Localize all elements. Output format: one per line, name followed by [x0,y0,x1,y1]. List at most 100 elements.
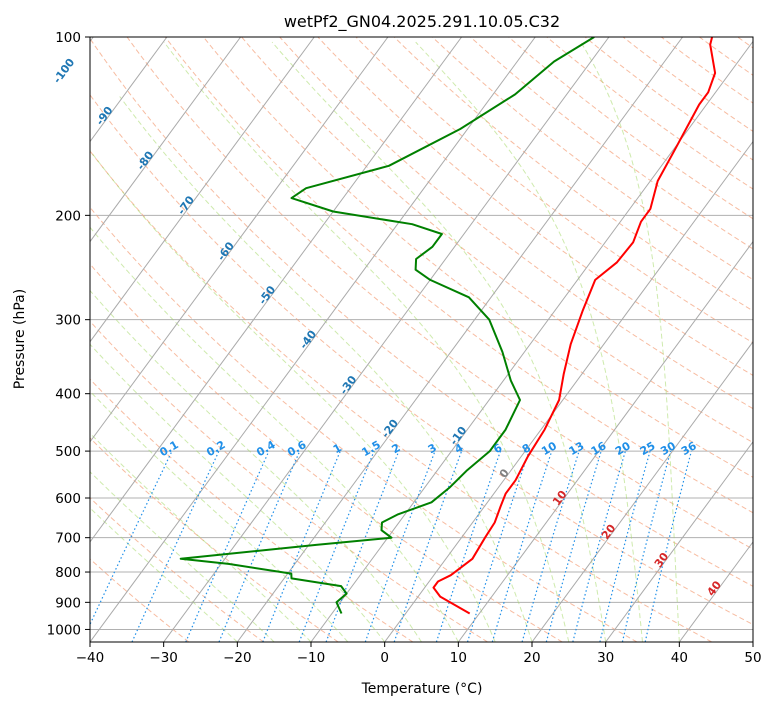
x-tick-label: 10 [450,650,467,666]
y-tick-label: 400 [55,387,81,403]
isotherm-line [457,240,753,642]
dry-adiabat-line [241,37,753,444]
isotherm-line [678,541,753,642]
dry-adiabat-line [737,37,753,49]
isotherm-line [384,140,753,642]
y-tick-label: 100 [55,30,81,46]
plot-background-lines [90,37,753,642]
mixing-ratio-line [466,450,530,642]
mixing-ratio-line [545,450,602,642]
x-tick-label: 20 [523,650,540,666]
moist-adiabat-line [119,96,533,642]
mixing-ratio-label: 4 [452,441,465,456]
moist-adiabat-line [415,41,643,642]
isotherm-line [90,37,389,443]
dry-adiabat-line [317,37,753,376]
moist-adiabat-line [90,471,275,642]
dry-adiabat-line [90,497,264,642]
mixing-ratio-label: 6 [491,441,504,456]
moist-adiabat-line [90,432,312,642]
plot-series [179,37,717,615]
dry-adiabat-line [90,150,712,642]
dry-adiabat-line [90,263,563,642]
isotherm-line [90,37,463,543]
mixing-ratio-label: 30 [658,439,678,458]
dry-adiabat-line [622,37,753,132]
x-tick-label: 0 [380,650,389,666]
mixing-ratio-line [435,450,502,642]
temperature-profile-line [432,37,717,615]
mixing-ratio-label: 0.6 [285,438,309,459]
dry-adiabat-line [660,37,753,104]
isotherm-line [90,37,168,143]
mixing-ratio-label: 20 [613,439,633,458]
mixing-ratio-line [621,450,672,642]
mixing-ratio-line [218,450,301,642]
moist-adiabat-line [90,343,386,642]
dry-adiabat-line [90,320,488,642]
x-tick-label: −30 [149,650,178,666]
isotherm-label: -70 [175,193,197,217]
dry-adiabat-line [126,37,753,550]
mixing-ratio-label: 0.1 [157,438,180,459]
x-tick-label: 50 [744,650,761,666]
isotherm-line [90,37,536,642]
y-tick-label: 1000 [47,622,81,638]
x-tick-label: 40 [671,650,688,666]
dry-adiabat-line [508,37,753,220]
mixing-ratio-line [599,450,651,642]
isotherm-line [605,440,753,642]
dry-adiabat-line [90,37,753,587]
mixing-ratio-line [364,450,436,642]
mixing-ratio-line [572,450,626,642]
mixing-ratio-label: 1.5 [360,438,383,459]
plot-frame [89,36,754,643]
mixing-ratio-line [393,450,463,642]
chart-title: wetPf2_GN04.2025.291.10.05.C32 [284,12,560,32]
dry-adiabat-line [393,37,753,312]
moist-adiabat-line [90,149,496,642]
dry-adiabat-line [90,437,339,642]
mixing-ratio-label: 13 [567,439,587,458]
dry-adiabat-label: 40 [705,578,725,598]
x-tick-label: 30 [597,650,614,666]
mixing-ratio-line [90,450,173,626]
y-tick-label: 500 [55,444,81,460]
dry-adiabat-line [90,93,753,626]
moist-adiabat-line [90,226,459,642]
y-tick-label: 900 [55,595,81,611]
isotherm-line [236,37,684,642]
y-axis-label: Pressure (hPa) [12,289,28,389]
mixing-ratio-line [298,450,375,642]
dry-adiabat-line [355,37,753,344]
isotherm-label: 0 [497,466,512,480]
isotherm-label: -80 [134,148,156,172]
x-tick-label: −40 [76,650,105,666]
isotherm-label: -20 [379,417,401,441]
dewpoint-profile-line [179,37,595,614]
isotherm-label: -50 [256,283,278,307]
mixing-ratio-line [644,450,692,642]
isotherm-line [531,340,753,642]
mixing-ratio-line [185,450,270,642]
x-axis-label: Temperature (°C) [361,681,483,697]
y-tick-label: 600 [55,491,81,507]
y-tick-label: 800 [55,565,81,581]
x-tick-label: −10 [297,650,326,666]
mixing-ratio-line [491,450,553,642]
mixing-ratio-line [521,450,580,642]
dry-adiabat-line [431,37,753,281]
dry-adiabat-line [699,37,753,76]
dry-adiabat-line [470,37,753,250]
x-tick-label: −20 [223,650,252,666]
mixing-ratio-label: 2 [389,441,402,456]
isotherm-line [752,641,753,642]
dry-adiabat-label: 10 [550,488,570,508]
dry-adiabat-line [584,37,753,161]
dry-adiabat-line [546,37,753,190]
dry-adiabat-line [203,37,753,478]
mixing-ratio-label: 0.4 [254,438,278,459]
mixing-ratio-label: 36 [679,439,699,458]
isotherm-line [90,37,315,343]
